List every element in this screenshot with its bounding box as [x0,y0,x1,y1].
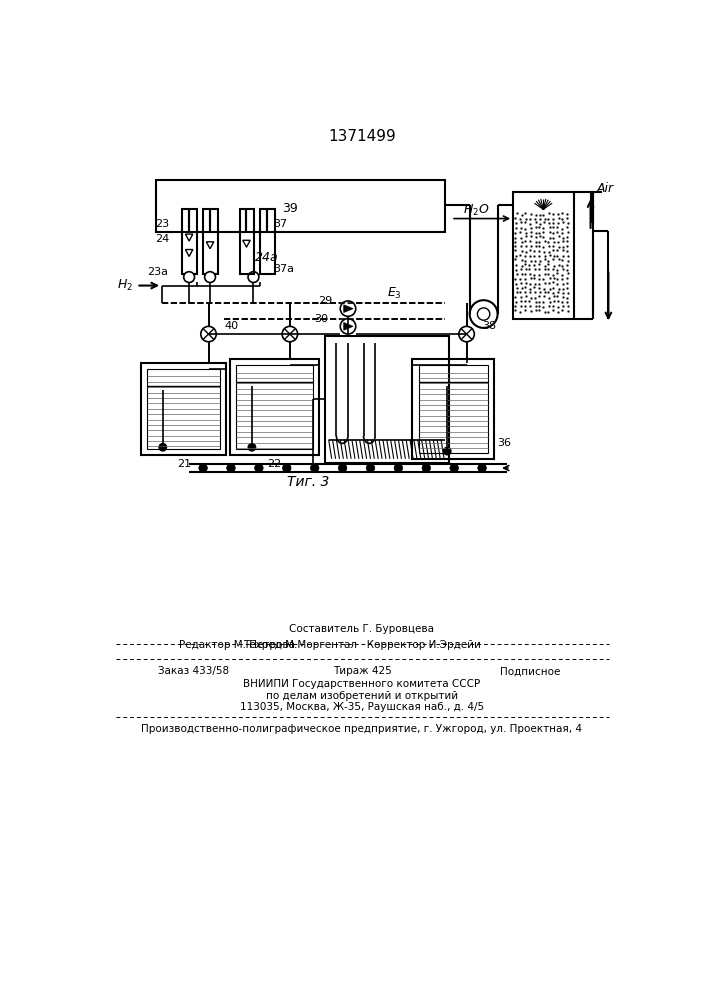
Text: 21: 21 [177,459,191,469]
Text: Техред М.Моргентал   Корректор И.Эрдейи: Техред М.Моргентал Корректор И.Эрдейи [243,640,481,650]
Text: 22: 22 [267,459,281,469]
Bar [419,365,488,453]
Bar [147,369,220,449]
Circle shape [478,464,486,472]
Circle shape [477,308,490,320]
Circle shape [394,464,403,472]
Bar [260,209,275,274]
Circle shape [255,464,263,472]
Text: 30: 30 [315,314,329,324]
Text: Air: Air [597,182,614,195]
Text: ВНИИПИ Государственного комитета СССР: ВНИИПИ Государственного комитета СССР [243,679,481,689]
Circle shape [469,300,498,328]
Text: $H_2O$: $H_2O$ [462,203,489,218]
Bar [240,209,255,274]
Bar [412,359,493,459]
Text: 37a: 37a [273,264,294,274]
Circle shape [443,447,451,455]
Circle shape [422,464,431,472]
Text: $H_2$: $H_2$ [117,278,132,293]
Circle shape [339,464,347,472]
Circle shape [199,464,207,472]
Circle shape [248,272,259,282]
Circle shape [204,272,216,282]
Text: Производственно-полиграфическое предприятие, г. Ужгород, ул. Проектная, 4: Производственно-полиграфическое предприя… [141,724,583,734]
Circle shape [159,443,167,451]
Text: 37: 37 [273,219,287,229]
Bar [182,209,197,274]
Circle shape [184,272,194,282]
Circle shape [459,326,474,342]
Text: Тираж 425: Тираж 425 [332,666,392,676]
Circle shape [283,464,291,472]
Text: 29: 29 [318,296,332,306]
Bar [325,336,449,463]
Text: 40: 40 [224,321,238,331]
Text: Заказ 433/58: Заказ 433/58 [158,666,229,676]
Circle shape [340,301,356,316]
Text: 38: 38 [482,321,496,331]
Text: Τиг. 3: Τиг. 3 [286,475,329,489]
Circle shape [310,464,319,472]
Bar [203,209,218,274]
Circle shape [201,326,216,342]
Text: по делам изобретений и открытий: по делам изобретений и открытий [266,691,458,701]
Bar [230,359,320,455]
Text: Подписное: Подписное [500,666,561,676]
Text: 1371499: 1371499 [328,129,396,144]
Text: 39: 39 [282,202,298,215]
Text: 23: 23 [156,219,170,229]
Text: 24a: 24a [255,251,279,264]
Polygon shape [344,323,353,330]
Circle shape [227,464,235,472]
Circle shape [248,443,256,451]
Bar [513,192,573,319]
Bar [236,365,313,449]
Circle shape [450,464,458,472]
Bar [156,180,445,232]
Circle shape [340,319,356,334]
Circle shape [282,326,298,342]
Text: 36: 36 [498,438,512,448]
Circle shape [366,464,375,472]
Bar [141,363,226,455]
Text: Составитель Г. Буровцева: Составитель Г. Буровцева [289,624,434,634]
Text: 24: 24 [156,234,170,244]
Text: 113035, Москва, Ж-35, Раушская наб., д. 4/5: 113035, Москва, Ж-35, Раушская наб., д. … [240,702,484,712]
Text: 23a: 23a [147,267,168,277]
Text: $E_3$: $E_3$ [387,286,402,301]
Polygon shape [344,305,353,312]
Text: Редактор М. Петрова: Редактор М. Петрова [179,640,295,650]
